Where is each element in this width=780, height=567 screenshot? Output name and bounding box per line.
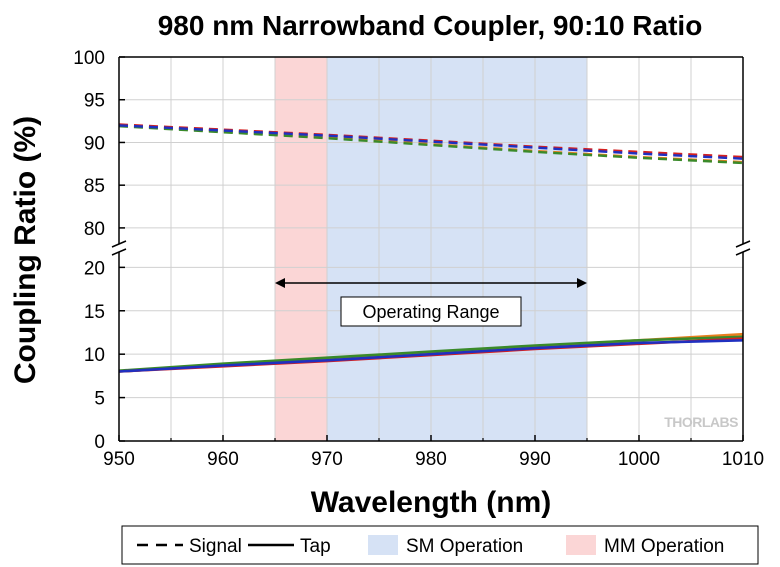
- axis-break-mark: [111, 248, 127, 256]
- brand-watermark: THORLABS: [664, 414, 738, 430]
- legend-label-tap: Tap: [300, 536, 331, 557]
- y-tick-label: 80: [84, 219, 105, 240]
- y-tick-label: 0: [94, 432, 105, 453]
- legend-swatch-sm-operation: [368, 535, 398, 555]
- band-sm-operation: [327, 57, 587, 441]
- y-tick-label: 85: [84, 176, 105, 197]
- axis-break-mark: [735, 240, 751, 248]
- x-tick-label: 980: [415, 449, 447, 470]
- legend-label-signal: Signal: [189, 536, 242, 557]
- legend-label-sm-operation: SM Operation: [406, 536, 523, 557]
- tap-series-line-2: [118, 335, 744, 372]
- x-tick-label: 990: [519, 449, 551, 470]
- range-label: Operating Range: [362, 302, 499, 322]
- y-axis-title: Coupling Ratio (%): [9, 116, 42, 384]
- y-tick-label: 15: [84, 302, 105, 323]
- x-tick-label: 960: [207, 449, 239, 470]
- range-arrow-head-left: [275, 277, 285, 288]
- grid: [119, 57, 743, 441]
- tap-series-line-4: [118, 339, 744, 373]
- x-tick-label: 950: [103, 449, 135, 470]
- x-axis-title: Wavelength (nm): [311, 486, 552, 519]
- y-tick-label: 20: [84, 258, 105, 279]
- x-tick-label: 1010: [722, 449, 764, 470]
- series-group: [118, 123, 744, 373]
- range-arrow-head-right: [577, 277, 587, 288]
- y-tick-label: 5: [94, 389, 105, 410]
- axis-break-mark: [111, 240, 127, 248]
- band-mm-operation: [275, 57, 327, 441]
- range-label-box: [340, 296, 522, 327]
- legend-box: [121, 525, 759, 565]
- axis-break-mark: [735, 248, 751, 256]
- y-tick-label: 100: [73, 48, 105, 69]
- legend-label-mm-operation: MM Operation: [604, 536, 724, 557]
- y-tick-label: 95: [84, 91, 105, 112]
- y-tick-label: 10: [84, 345, 105, 366]
- x-tick-label: 970: [311, 449, 343, 470]
- tick-group: 950 960 970 980 990 1000 101080859095100051015…: [73, 48, 764, 470]
- legend-swatch-mm-operation: [566, 535, 596, 555]
- range-annotation: Operating Range: [275, 277, 587, 327]
- band-group: [275, 57, 587, 441]
- y-tick-label: 90: [84, 133, 105, 154]
- x-tick-label: 1000: [618, 449, 660, 470]
- legend: Signal Tap SM Operation MM Operation: [121, 525, 759, 565]
- chart-title: 980 nm Narrowband Coupler, 90:10 Ratio: [158, 10, 703, 41]
